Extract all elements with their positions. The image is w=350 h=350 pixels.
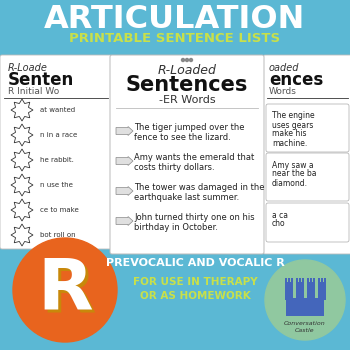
- Text: R Initial Wo: R Initial Wo: [8, 88, 59, 97]
- Bar: [291, 278, 293, 283]
- Text: R: R: [37, 256, 93, 324]
- Text: he rabbit.: he rabbit.: [40, 157, 74, 163]
- FancyArrow shape: [116, 156, 133, 166]
- Bar: [318, 278, 320, 283]
- Circle shape: [186, 58, 189, 62]
- Text: birthday in October.: birthday in October.: [134, 224, 218, 232]
- FancyBboxPatch shape: [110, 55, 264, 254]
- Bar: [324, 278, 326, 283]
- Text: cho: cho: [272, 219, 286, 229]
- Text: Amy saw a: Amy saw a: [272, 161, 314, 169]
- Text: -ER Words: -ER Words: [159, 95, 215, 105]
- Bar: [310, 278, 312, 283]
- Text: FOR USE IN THERAPY: FOR USE IN THERAPY: [133, 277, 257, 287]
- Text: n in a race: n in a race: [40, 132, 77, 138]
- FancyBboxPatch shape: [266, 203, 349, 242]
- Text: ences: ences: [269, 71, 323, 89]
- Text: fence to see the lizard.: fence to see the lizard.: [134, 133, 231, 142]
- Polygon shape: [11, 224, 33, 246]
- Text: Words: Words: [269, 88, 297, 97]
- Text: PRINTABLE SENTENCE LISTS: PRINTABLE SENTENCE LISTS: [69, 32, 281, 44]
- Text: Sentences: Sentences: [126, 75, 248, 95]
- Text: a ca: a ca: [272, 210, 288, 219]
- Text: earthquake last summer.: earthquake last summer.: [134, 194, 239, 203]
- Bar: [307, 282, 315, 300]
- Text: Conversation
Castle: Conversation Castle: [284, 321, 326, 332]
- Text: oaded: oaded: [269, 63, 300, 73]
- Text: Amy wants the emerald that: Amy wants the emerald that: [134, 153, 254, 161]
- Text: R: R: [40, 259, 96, 328]
- Text: John turned thirty one on his: John turned thirty one on his: [134, 212, 255, 222]
- Polygon shape: [11, 174, 33, 196]
- Text: Senten: Senten: [8, 71, 74, 89]
- Text: The tiger jumped over the: The tiger jumped over the: [134, 122, 245, 132]
- Circle shape: [182, 58, 184, 62]
- Text: diamond.: diamond.: [272, 178, 308, 188]
- Text: bot roll on: bot roll on: [40, 232, 76, 238]
- Text: R-Loaded: R-Loaded: [158, 63, 216, 77]
- Circle shape: [265, 260, 345, 340]
- Text: The tower was damaged in the: The tower was damaged in the: [134, 182, 265, 191]
- Text: OR AS HOMEWORK: OR AS HOMEWORK: [140, 291, 250, 301]
- Circle shape: [13, 238, 117, 342]
- Bar: [318, 282, 326, 300]
- Bar: [288, 278, 290, 283]
- Bar: [307, 278, 309, 283]
- Text: machine.: machine.: [272, 139, 307, 147]
- Polygon shape: [11, 99, 33, 121]
- Bar: [321, 278, 323, 283]
- Text: ARTICULATION: ARTICULATION: [44, 5, 306, 35]
- Text: n use the: n use the: [40, 182, 73, 188]
- Text: PREVOCALIC AND VOCALIC R: PREVOCALIC AND VOCALIC R: [106, 258, 284, 268]
- Text: near the ba: near the ba: [272, 169, 316, 178]
- FancyBboxPatch shape: [266, 104, 349, 152]
- Circle shape: [189, 58, 193, 62]
- Text: R-Loade: R-Loade: [8, 63, 48, 73]
- Bar: [285, 282, 293, 300]
- FancyBboxPatch shape: [263, 55, 350, 254]
- Polygon shape: [11, 149, 33, 171]
- FancyArrow shape: [116, 217, 133, 225]
- FancyArrow shape: [116, 126, 133, 135]
- Text: costs thirty dollars.: costs thirty dollars.: [134, 163, 215, 173]
- Bar: [296, 278, 298, 283]
- Bar: [299, 278, 301, 283]
- Polygon shape: [11, 124, 33, 146]
- Polygon shape: [11, 199, 33, 221]
- Text: uses gears: uses gears: [272, 120, 313, 130]
- FancyArrow shape: [116, 187, 133, 196]
- Text: The engine: The engine: [272, 112, 315, 120]
- Bar: [285, 278, 287, 283]
- Bar: [286, 298, 324, 316]
- FancyBboxPatch shape: [0, 55, 112, 249]
- Bar: [296, 282, 304, 300]
- Text: at wanted: at wanted: [40, 107, 75, 113]
- FancyBboxPatch shape: [266, 153, 349, 201]
- Bar: [302, 278, 304, 283]
- Text: ce to make: ce to make: [40, 207, 79, 213]
- Bar: [313, 278, 315, 283]
- Text: make his: make his: [272, 130, 307, 139]
